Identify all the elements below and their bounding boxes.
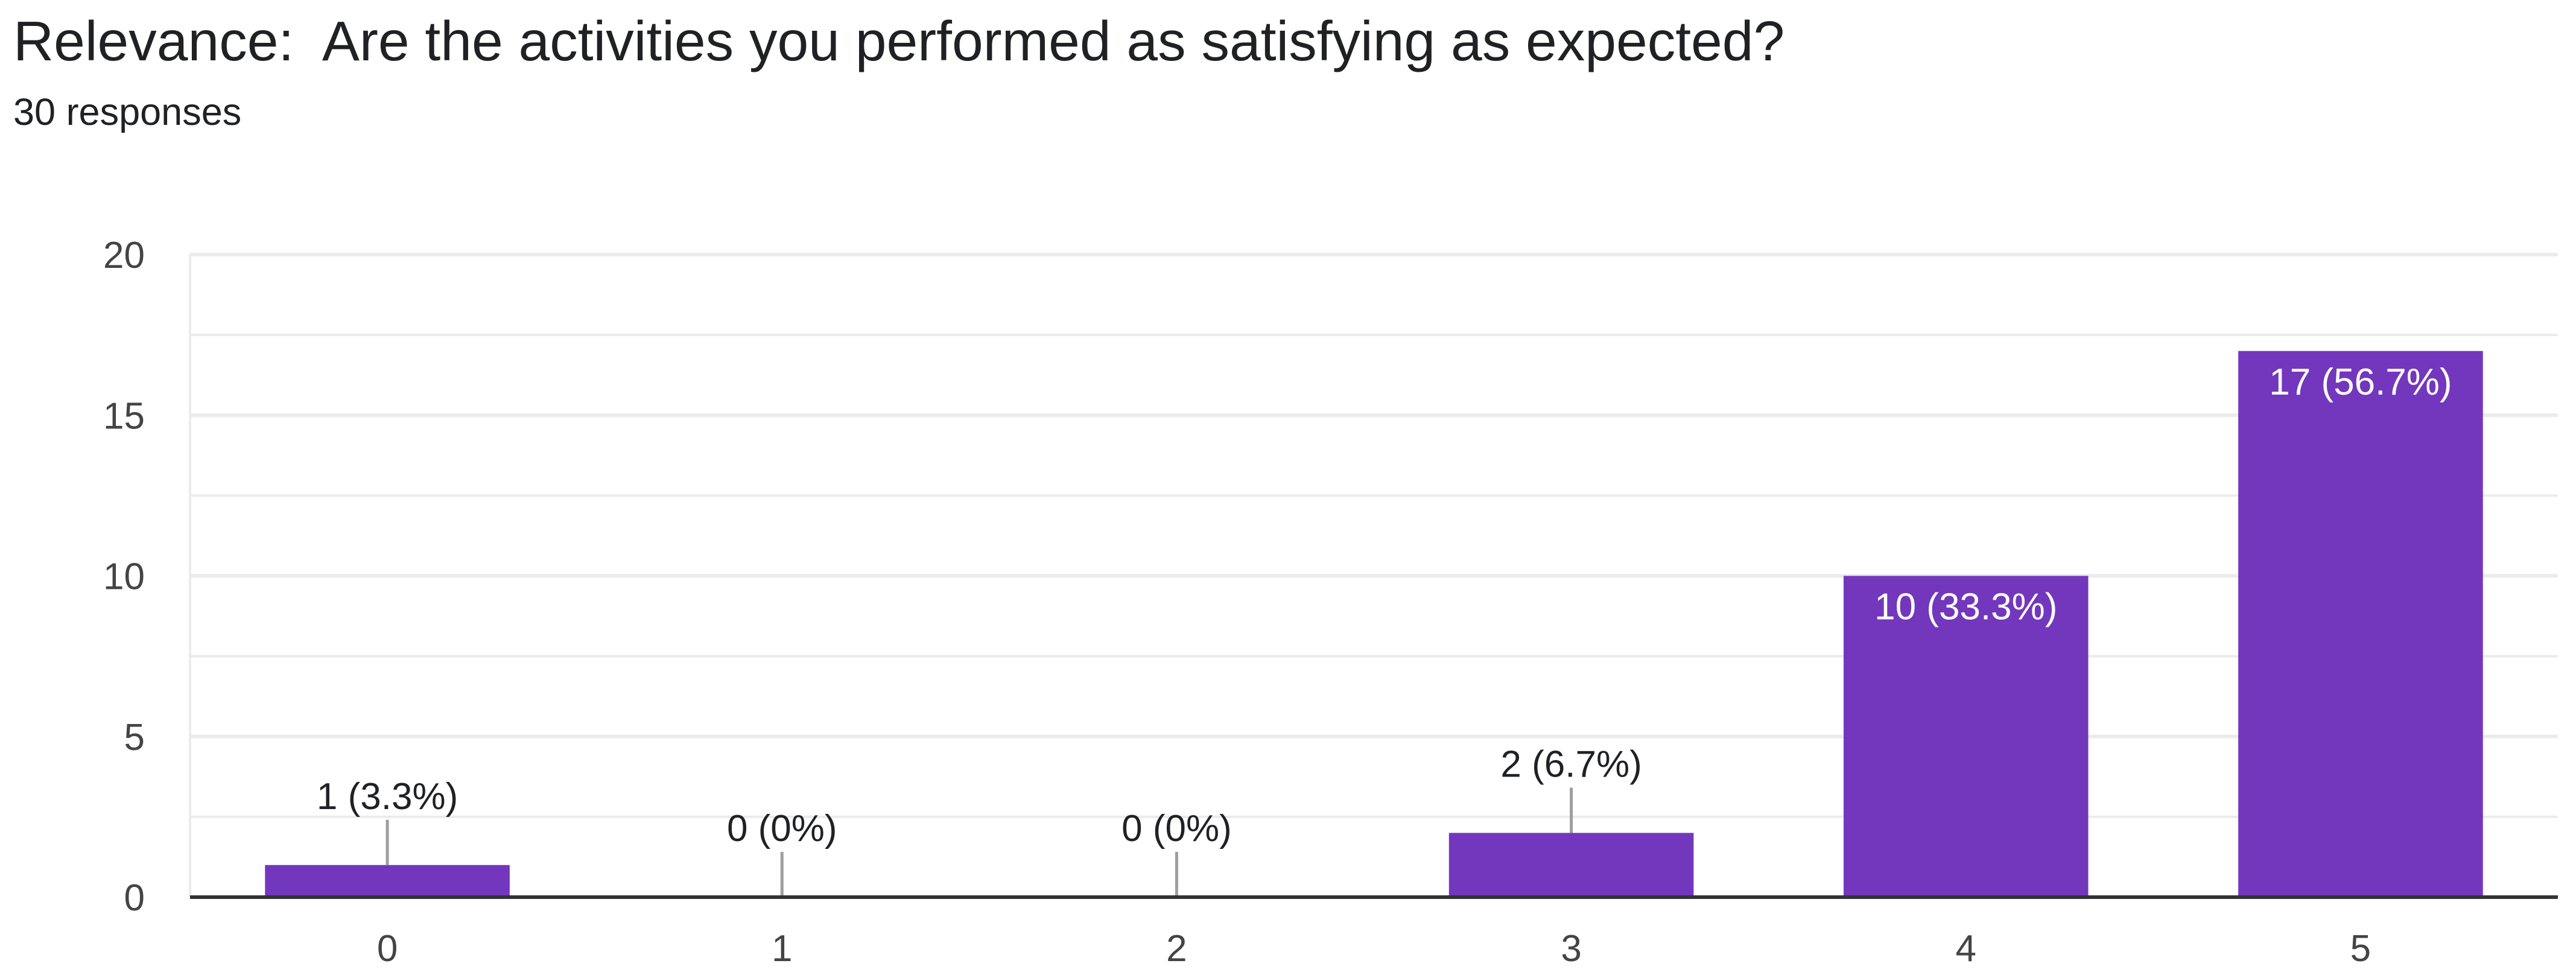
data-label-0: 1 (3.3%) (317, 776, 458, 818)
x-tick-label: 1 (772, 928, 792, 970)
y-axis-ticks: 0 5 10 15 20 (103, 235, 145, 919)
x-tick-label: 5 (2350, 928, 2371, 970)
bar-4 (1843, 576, 2089, 897)
bar-0 (265, 865, 510, 897)
bars (265, 351, 2483, 897)
x-tick-label: 0 (377, 928, 398, 970)
gridlines (189, 253, 2558, 897)
data-label-5: 17 (56.7%) (2269, 361, 2452, 403)
data-label-4: 10 (33.3%) (1874, 586, 2057, 628)
y-tick-label: 10 (103, 556, 145, 598)
bar-5 (2238, 351, 2483, 897)
y-tick-label: 15 (103, 395, 145, 437)
label-leader-lines (385, 787, 1573, 897)
data-label-3: 2 (6.7%) (1500, 744, 1642, 786)
data-label-2: 0 (0%) (1121, 808, 1232, 849)
y-tick-label: 0 (124, 877, 145, 919)
x-axis-ticks: 0 1 2 3 4 5 (377, 928, 2371, 970)
data-labels: 1 (3.3%) 0 (0%) 0 (0%) 2 (6.7%) 10 (33.3%) 17… (317, 361, 2452, 849)
data-label-1: 0 (0%) (727, 808, 837, 849)
response-count: 30 responses (13, 91, 242, 133)
y-tick-label: 20 (103, 235, 145, 276)
question-title: Relevance: Are the activities you perfor… (13, 10, 1785, 72)
x-tick-label: 3 (1561, 928, 1581, 970)
x-tick-label: 4 (1956, 928, 1976, 970)
x-tick-label: 2 (1166, 928, 1187, 970)
question-header: Relevance: Are the activities you perfor… (13, 5, 1784, 136)
y-tick-label: 5 (124, 717, 145, 758)
bar-3 (1448, 833, 1694, 897)
